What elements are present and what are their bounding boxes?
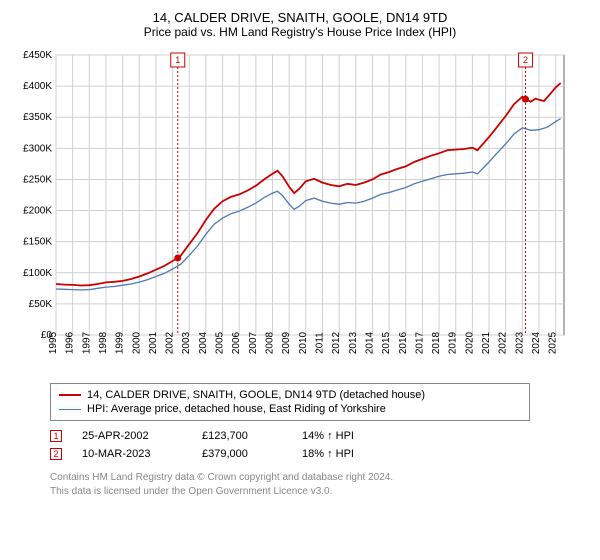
svg-text:£100K: £100K [23,268,52,279]
svg-text:2020: 2020 [464,331,475,354]
transaction-marker: 1 [50,430,62,442]
svg-text:2003: 2003 [181,331,192,354]
chart-subtitle: Price paid vs. HM Land Registry's House … [10,25,590,39]
transaction-delta: 18% ↑ HPI [302,448,354,460]
legend-label: HPI: Average price, detached house, East… [87,403,386,415]
transaction-marker: 2 [50,448,62,460]
svg-text:1: 1 [175,55,180,65]
svg-text:£300K: £300K [23,143,52,154]
svg-text:2016: 2016 [398,331,409,354]
legend-row: HPI: Average price, detached house, East… [59,402,521,416]
transaction-table: 1 25-APR-2002 £123,700 14% ↑ HPI 2 10-MAR-202… [50,427,590,463]
svg-text:2004: 2004 [198,331,209,354]
svg-text:2005: 2005 [215,331,226,354]
svg-text:1999: 1999 [115,331,126,354]
line-chart: £0£50K£100K£150K£200K£250K£300K£350K£400… [10,45,570,375]
svg-text:2011: 2011 [314,332,325,354]
svg-text:1997: 1997 [81,331,92,354]
svg-text:2021: 2021 [481,331,492,354]
transaction-date: 25-APR-2002 [82,430,182,442]
svg-text:2024: 2024 [531,331,542,354]
svg-text:2007: 2007 [248,331,259,354]
transaction-price: £379,000 [202,448,282,460]
legend-row: 14, CALDER DRIVE, SNAITH, GOOLE, DN14 9T… [59,388,521,402]
chart-area: £0£50K£100K£150K£200K£250K£300K£350K£400… [10,45,590,375]
svg-text:2000: 2000 [131,331,142,354]
legend-label: 14, CALDER DRIVE, SNAITH, GOOLE, DN14 9T… [87,389,425,401]
footer-line-2: This data is licensed under the Open Gov… [50,485,590,499]
svg-text:£150K: £150K [23,237,52,248]
svg-text:2002: 2002 [165,331,176,354]
svg-text:2001: 2001 [148,331,159,354]
svg-text:1995: 1995 [48,331,59,354]
svg-text:2: 2 [523,55,528,65]
chart-title: 14, CALDER DRIVE, SNAITH, GOOLE, DN14 9T… [10,10,590,25]
svg-text:2009: 2009 [281,331,292,354]
svg-text:2014: 2014 [364,331,375,354]
footer-text: Contains HM Land Registry data © Crown c… [50,471,590,498]
transaction-row: 1 25-APR-2002 £123,700 14% ↑ HPI [50,427,590,445]
svg-text:2019: 2019 [448,331,459,354]
svg-text:1996: 1996 [65,331,76,354]
legend-swatch [59,409,81,410]
svg-text:2006: 2006 [231,331,242,354]
svg-text:2013: 2013 [348,331,359,354]
svg-text:2012: 2012 [331,331,342,354]
svg-text:£250K: £250K [23,174,52,185]
transaction-date: 10-MAR-2023 [82,448,182,460]
svg-text:£200K: £200K [23,206,52,217]
transaction-row: 2 10-MAR-2023 £379,000 18% ↑ HPI [50,445,590,463]
svg-text:2017: 2017 [414,331,425,354]
svg-text:2018: 2018 [431,331,442,354]
svg-text:£350K: £350K [23,112,52,123]
transaction-delta: 14% ↑ HPI [302,430,354,442]
svg-text:£400K: £400K [23,81,52,92]
svg-text:1998: 1998 [98,331,109,354]
svg-text:£50K: £50K [29,299,53,310]
svg-text:2023: 2023 [514,331,525,354]
legend-swatch [59,394,81,396]
svg-text:2022: 2022 [498,331,509,354]
legend: 14, CALDER DRIVE, SNAITH, GOOLE, DN14 9T… [50,383,530,421]
transaction-price: £123,700 [202,430,282,442]
svg-text:2015: 2015 [381,331,392,354]
svg-text:£450K: £450K [23,50,52,61]
svg-text:2008: 2008 [265,331,276,354]
svg-text:2010: 2010 [298,331,309,354]
footer-line-1: Contains HM Land Registry data © Crown c… [50,471,590,485]
svg-text:2025: 2025 [548,331,559,354]
